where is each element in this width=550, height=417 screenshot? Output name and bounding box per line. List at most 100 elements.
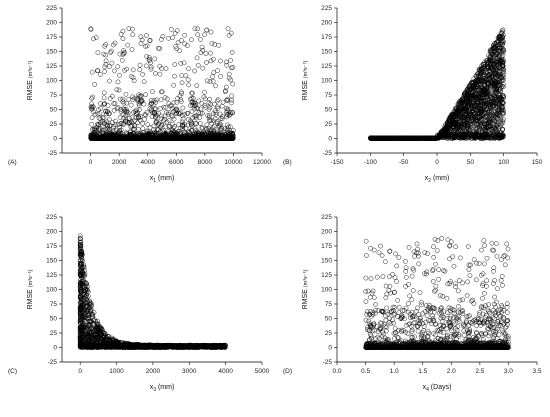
data-point	[159, 122, 165, 127]
data-point	[207, 97, 212, 102]
data-point	[93, 35, 99, 40]
data-point	[120, 96, 126, 102]
data-point	[181, 129, 187, 135]
data-point	[120, 36, 126, 41]
data-point	[152, 110, 157, 116]
data-point	[130, 97, 136, 103]
data-point	[102, 69, 107, 74]
data-point	[158, 106, 163, 111]
data-point	[118, 31, 124, 37]
y-tick-label: 75	[50, 92, 58, 99]
data-point	[107, 64, 112, 69]
data-point	[229, 136, 235, 141]
data-point	[171, 129, 176, 134]
data-point	[129, 120, 135, 125]
data-point	[213, 110, 219, 116]
y-tick-label: 50	[50, 107, 58, 114]
data-point	[144, 33, 149, 38]
data-point	[166, 101, 172, 106]
data-point	[151, 123, 157, 129]
data-point	[152, 130, 158, 136]
data-point	[175, 40, 181, 45]
data-point	[140, 71, 146, 77]
data-point	[145, 122, 151, 127]
data-point	[219, 127, 225, 133]
data-point	[137, 67, 143, 73]
data-point	[147, 38, 153, 44]
data-point	[88, 104, 94, 110]
data-point	[103, 42, 109, 47]
data-point	[202, 32, 207, 38]
data-point	[178, 125, 184, 131]
data-point	[113, 122, 119, 128]
data-point	[370, 135, 376, 141]
data-point	[128, 132, 133, 138]
data-point	[194, 115, 199, 121]
data-point	[157, 71, 163, 77]
data-point	[465, 117, 471, 122]
data-point	[223, 88, 228, 94]
data-point	[120, 28, 126, 34]
data-point	[189, 121, 194, 126]
data-point	[117, 96, 123, 102]
data-point	[210, 135, 216, 141]
data-point	[166, 124, 172, 129]
data-point	[98, 72, 103, 77]
data-point	[205, 134, 211, 140]
y-tick-label: 125	[46, 63, 57, 70]
data-point	[500, 83, 505, 89]
data-point	[179, 91, 184, 96]
data-point	[230, 135, 236, 140]
data-point	[228, 30, 234, 36]
data-point	[197, 135, 202, 141]
data-point	[108, 50, 113, 55]
data-point	[126, 26, 132, 31]
data-point	[209, 40, 215, 46]
data-point	[89, 101, 94, 107]
data-point	[207, 129, 213, 134]
data-point	[224, 106, 229, 111]
data-point	[117, 115, 123, 120]
data-point	[379, 135, 385, 141]
data-point	[89, 96, 95, 101]
data-point	[91, 109, 96, 115]
data-point	[179, 38, 184, 43]
data-point	[95, 68, 101, 73]
data-point	[171, 116, 177, 122]
data-point	[210, 118, 216, 124]
data-point	[128, 74, 134, 79]
data-point	[189, 123, 195, 129]
data-point	[210, 78, 216, 84]
data-point	[217, 121, 223, 127]
data-point	[117, 72, 122, 78]
data-point	[189, 120, 194, 125]
data-point	[200, 110, 205, 116]
data-point	[115, 64, 121, 69]
data-point	[136, 126, 141, 132]
data-point	[191, 95, 196, 101]
data-point	[214, 121, 220, 126]
data-point	[222, 126, 228, 131]
data-point	[92, 133, 98, 138]
data-point	[226, 71, 232, 77]
data-point	[199, 101, 205, 106]
data-point	[178, 97, 184, 102]
data-point	[169, 112, 174, 118]
data-point	[178, 89, 184, 95]
data-point	[172, 62, 178, 67]
data-point	[123, 91, 129, 97]
data-point	[101, 51, 107, 57]
data-point	[158, 97, 164, 103]
data-point	[124, 66, 129, 72]
data-point	[487, 55, 493, 61]
data-point	[190, 135, 196, 141]
data-point	[158, 89, 164, 95]
data-point	[496, 93, 502, 98]
data-point	[200, 132, 206, 137]
data-point	[200, 65, 206, 71]
data-point	[423, 136, 428, 141]
panel-b: -25 0 25 50 75 100 125 150 175 200 225 -150 -100 -50 0…	[275, 0, 550, 208]
x-tick-label: 10000	[224, 159, 242, 166]
data-point	[132, 123, 137, 129]
